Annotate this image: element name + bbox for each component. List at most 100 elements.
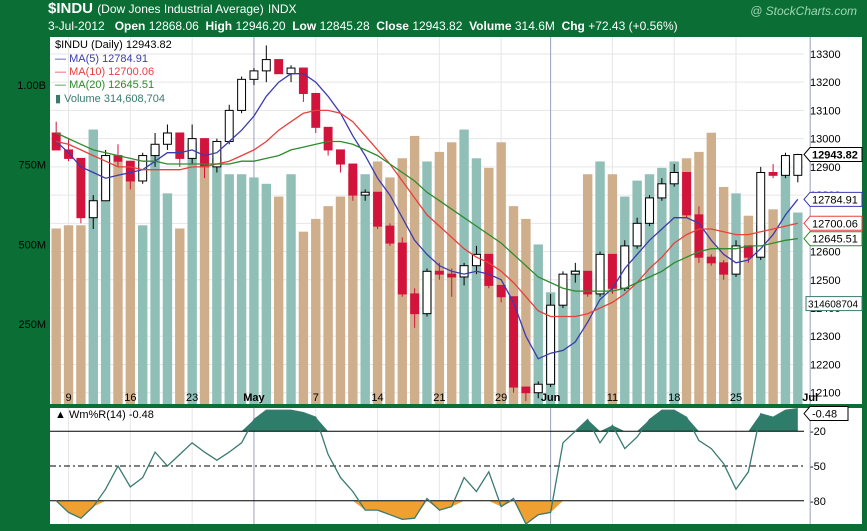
candle-body (459, 265, 469, 278)
candle-body (731, 245, 741, 275)
x-tick-label: 11 (607, 392, 618, 404)
volume-bar (138, 225, 148, 404)
candle-body (360, 191, 370, 196)
volume-bar (743, 215, 754, 404)
candle-body (286, 67, 296, 75)
price-badge (803, 146, 863, 162)
ma20-line (55, 132, 798, 292)
volume-bar (694, 151, 704, 404)
volume-bar (620, 196, 630, 404)
price-tick-label: 12600 (810, 247, 841, 259)
volume-bar (768, 209, 778, 404)
candle-body (484, 253, 494, 286)
price-badge-label: 12700.06 (812, 218, 858, 230)
candle-body (422, 270, 432, 315)
candle-body (645, 197, 654, 224)
x-tick-label: 14 (371, 392, 383, 404)
volume-bar (249, 177, 259, 404)
volume-bar (385, 177, 395, 404)
x-tick-label: 25 (730, 392, 742, 404)
x-tick-label: 9 (65, 392, 71, 404)
volume-bar (521, 218, 531, 404)
candle-body (632, 222, 642, 247)
candle-body (583, 270, 593, 295)
x-tick-label: 23 (186, 392, 198, 404)
candle-body (682, 172, 692, 216)
candle-body (669, 172, 679, 185)
volume-bar (88, 129, 98, 404)
price-tick-label: 13000 (810, 134, 841, 146)
volume-tick-label: 750M (18, 160, 46, 172)
candle-body (76, 157, 86, 219)
volume-tick-label: 250M (18, 319, 46, 331)
candle-body (373, 191, 383, 227)
candle-body (175, 132, 185, 159)
volume-tick-label: 1.00B (17, 80, 46, 92)
legend-volume: ▮ Volume 314,608,704 (55, 93, 166, 105)
volume-bar (63, 225, 74, 404)
candle-body (434, 270, 444, 275)
low-label: Low (292, 19, 317, 33)
candle-body (88, 200, 98, 219)
legend-main: $INDU (Daily) 12943.82 (55, 39, 172, 51)
x-tick-label: 7 (313, 392, 319, 404)
legend-wr: ▲ Wm%R(14) -0.48 (55, 409, 154, 421)
quote-line: 3-Jul-2012 Open 12868.06 High 12946.20 L… (48, 19, 678, 33)
price-badge (803, 191, 863, 207)
volume-value: 314.6M (514, 19, 555, 33)
candle-body (261, 59, 271, 72)
wr-tick-label: -50 (810, 461, 826, 473)
candle-body (187, 138, 197, 159)
candle-body (274, 59, 284, 75)
wr-tick-label: -80 (810, 496, 826, 508)
close-value: 12943.82 (412, 19, 463, 33)
volume-bar (780, 161, 791, 404)
candle-body (570, 270, 580, 275)
volume-bar (311, 218, 321, 404)
high-label: High (205, 19, 233, 33)
volume-bar (756, 225, 766, 404)
volume-bar (657, 167, 667, 404)
volume-bar (644, 174, 655, 404)
volume-label: Volume (469, 19, 512, 33)
candle-body (509, 296, 518, 388)
volume-bar (335, 196, 346, 404)
volume-bar (718, 186, 729, 404)
candle-body (620, 245, 630, 289)
candle-body (521, 386, 531, 394)
volume-bar (706, 132, 716, 404)
volume-bar (212, 158, 222, 404)
legend-ma10: — MA(10) 12700.06 (55, 66, 155, 78)
chg-label: Chg (561, 19, 585, 33)
candle-body (51, 132, 61, 151)
candle-body (162, 132, 172, 145)
candle-body (323, 126, 333, 151)
symbol: $INDU (48, 0, 94, 17)
price-tick-label: 12200 (810, 359, 841, 371)
volume-bar (187, 142, 197, 404)
volume-bar (348, 171, 358, 404)
candle-body (249, 70, 259, 80)
candle-body (657, 183, 667, 199)
candle-body (200, 138, 209, 168)
candle-body (756, 172, 766, 258)
candle-body (768, 172, 778, 176)
price-tick-label: 13300 (810, 49, 841, 61)
quote-date: 3-Jul-2012 (48, 19, 105, 33)
close-label: Close (376, 19, 409, 33)
candle-body (793, 153, 803, 176)
volume-bar (113, 161, 123, 404)
volume-bar (199, 142, 210, 404)
volume-bar (125, 174, 136, 404)
index-name: (Dow Jones Industrial Average) (97, 2, 264, 16)
candle-body (410, 293, 420, 315)
candle-body (781, 155, 790, 176)
price-tick-label: 13200 (810, 77, 841, 89)
volume-badge-label: 314608704 (808, 300, 858, 311)
volume-bar (76, 225, 86, 404)
open-label: Open (114, 19, 146, 33)
price-tick-label: 12300 (810, 331, 841, 343)
wr-line (55, 407, 798, 525)
price-tick-label: 13100 (810, 105, 841, 117)
x-tick-label: 29 (495, 392, 507, 404)
